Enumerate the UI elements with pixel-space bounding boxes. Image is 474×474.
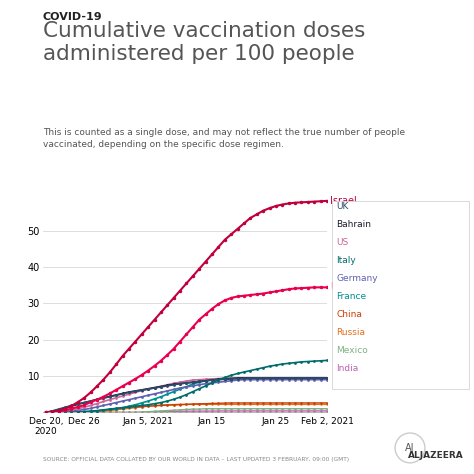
Text: US: US (337, 238, 349, 246)
Text: Germany: Germany (337, 274, 378, 283)
Text: COVID-19: COVID-19 (43, 12, 102, 22)
Text: Italy: Italy (337, 256, 356, 264)
Text: AJ: AJ (405, 443, 415, 453)
Text: Cumulative vaccination doses
administered per 100 people: Cumulative vaccination doses administere… (43, 21, 365, 64)
Text: SOURCE: OFFICIAL DATA COLLATED BY OUR WORLD IN DATA – LAST UPDATED 3 FEBRUARY, 0: SOURCE: OFFICIAL DATA COLLATED BY OUR WO… (43, 457, 349, 462)
Text: Russia: Russia (337, 328, 365, 337)
Text: China: China (337, 310, 363, 319)
Text: France: France (337, 292, 367, 301)
Text: This is counted as a single dose, and may not reflect the true number of people
: This is counted as a single dose, and ma… (43, 128, 405, 149)
Text: Mexico: Mexico (337, 346, 368, 355)
Text: Bahrain: Bahrain (337, 220, 372, 228)
Text: ALJAZEERA: ALJAZEERA (408, 451, 464, 460)
Text: UAE: UAE (330, 283, 350, 292)
Text: Israel: Israel (330, 196, 357, 206)
Text: India: India (337, 364, 359, 373)
Text: UK: UK (337, 202, 349, 210)
